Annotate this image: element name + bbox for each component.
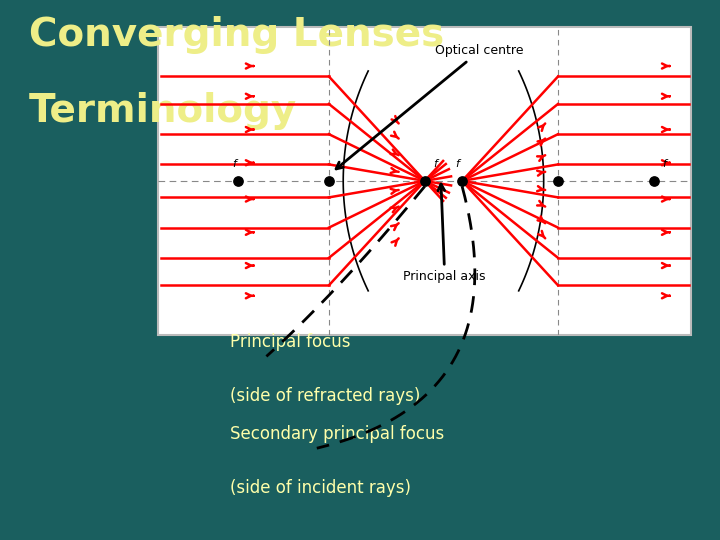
Text: Terminology: Terminology	[29, 92, 297, 130]
Bar	[158, 27, 691, 335]
Text: Secondary principal focus: Secondary principal focus	[230, 425, 445, 443]
Text: (side of incident rays): (side of incident rays)	[230, 479, 411, 497]
Text: (side of refracted rays): (side of refracted rays)	[230, 387, 420, 405]
Text: Principal focus: Principal focus	[230, 333, 351, 351]
Text: Converging Lenses: Converging Lenses	[29, 16, 444, 54]
